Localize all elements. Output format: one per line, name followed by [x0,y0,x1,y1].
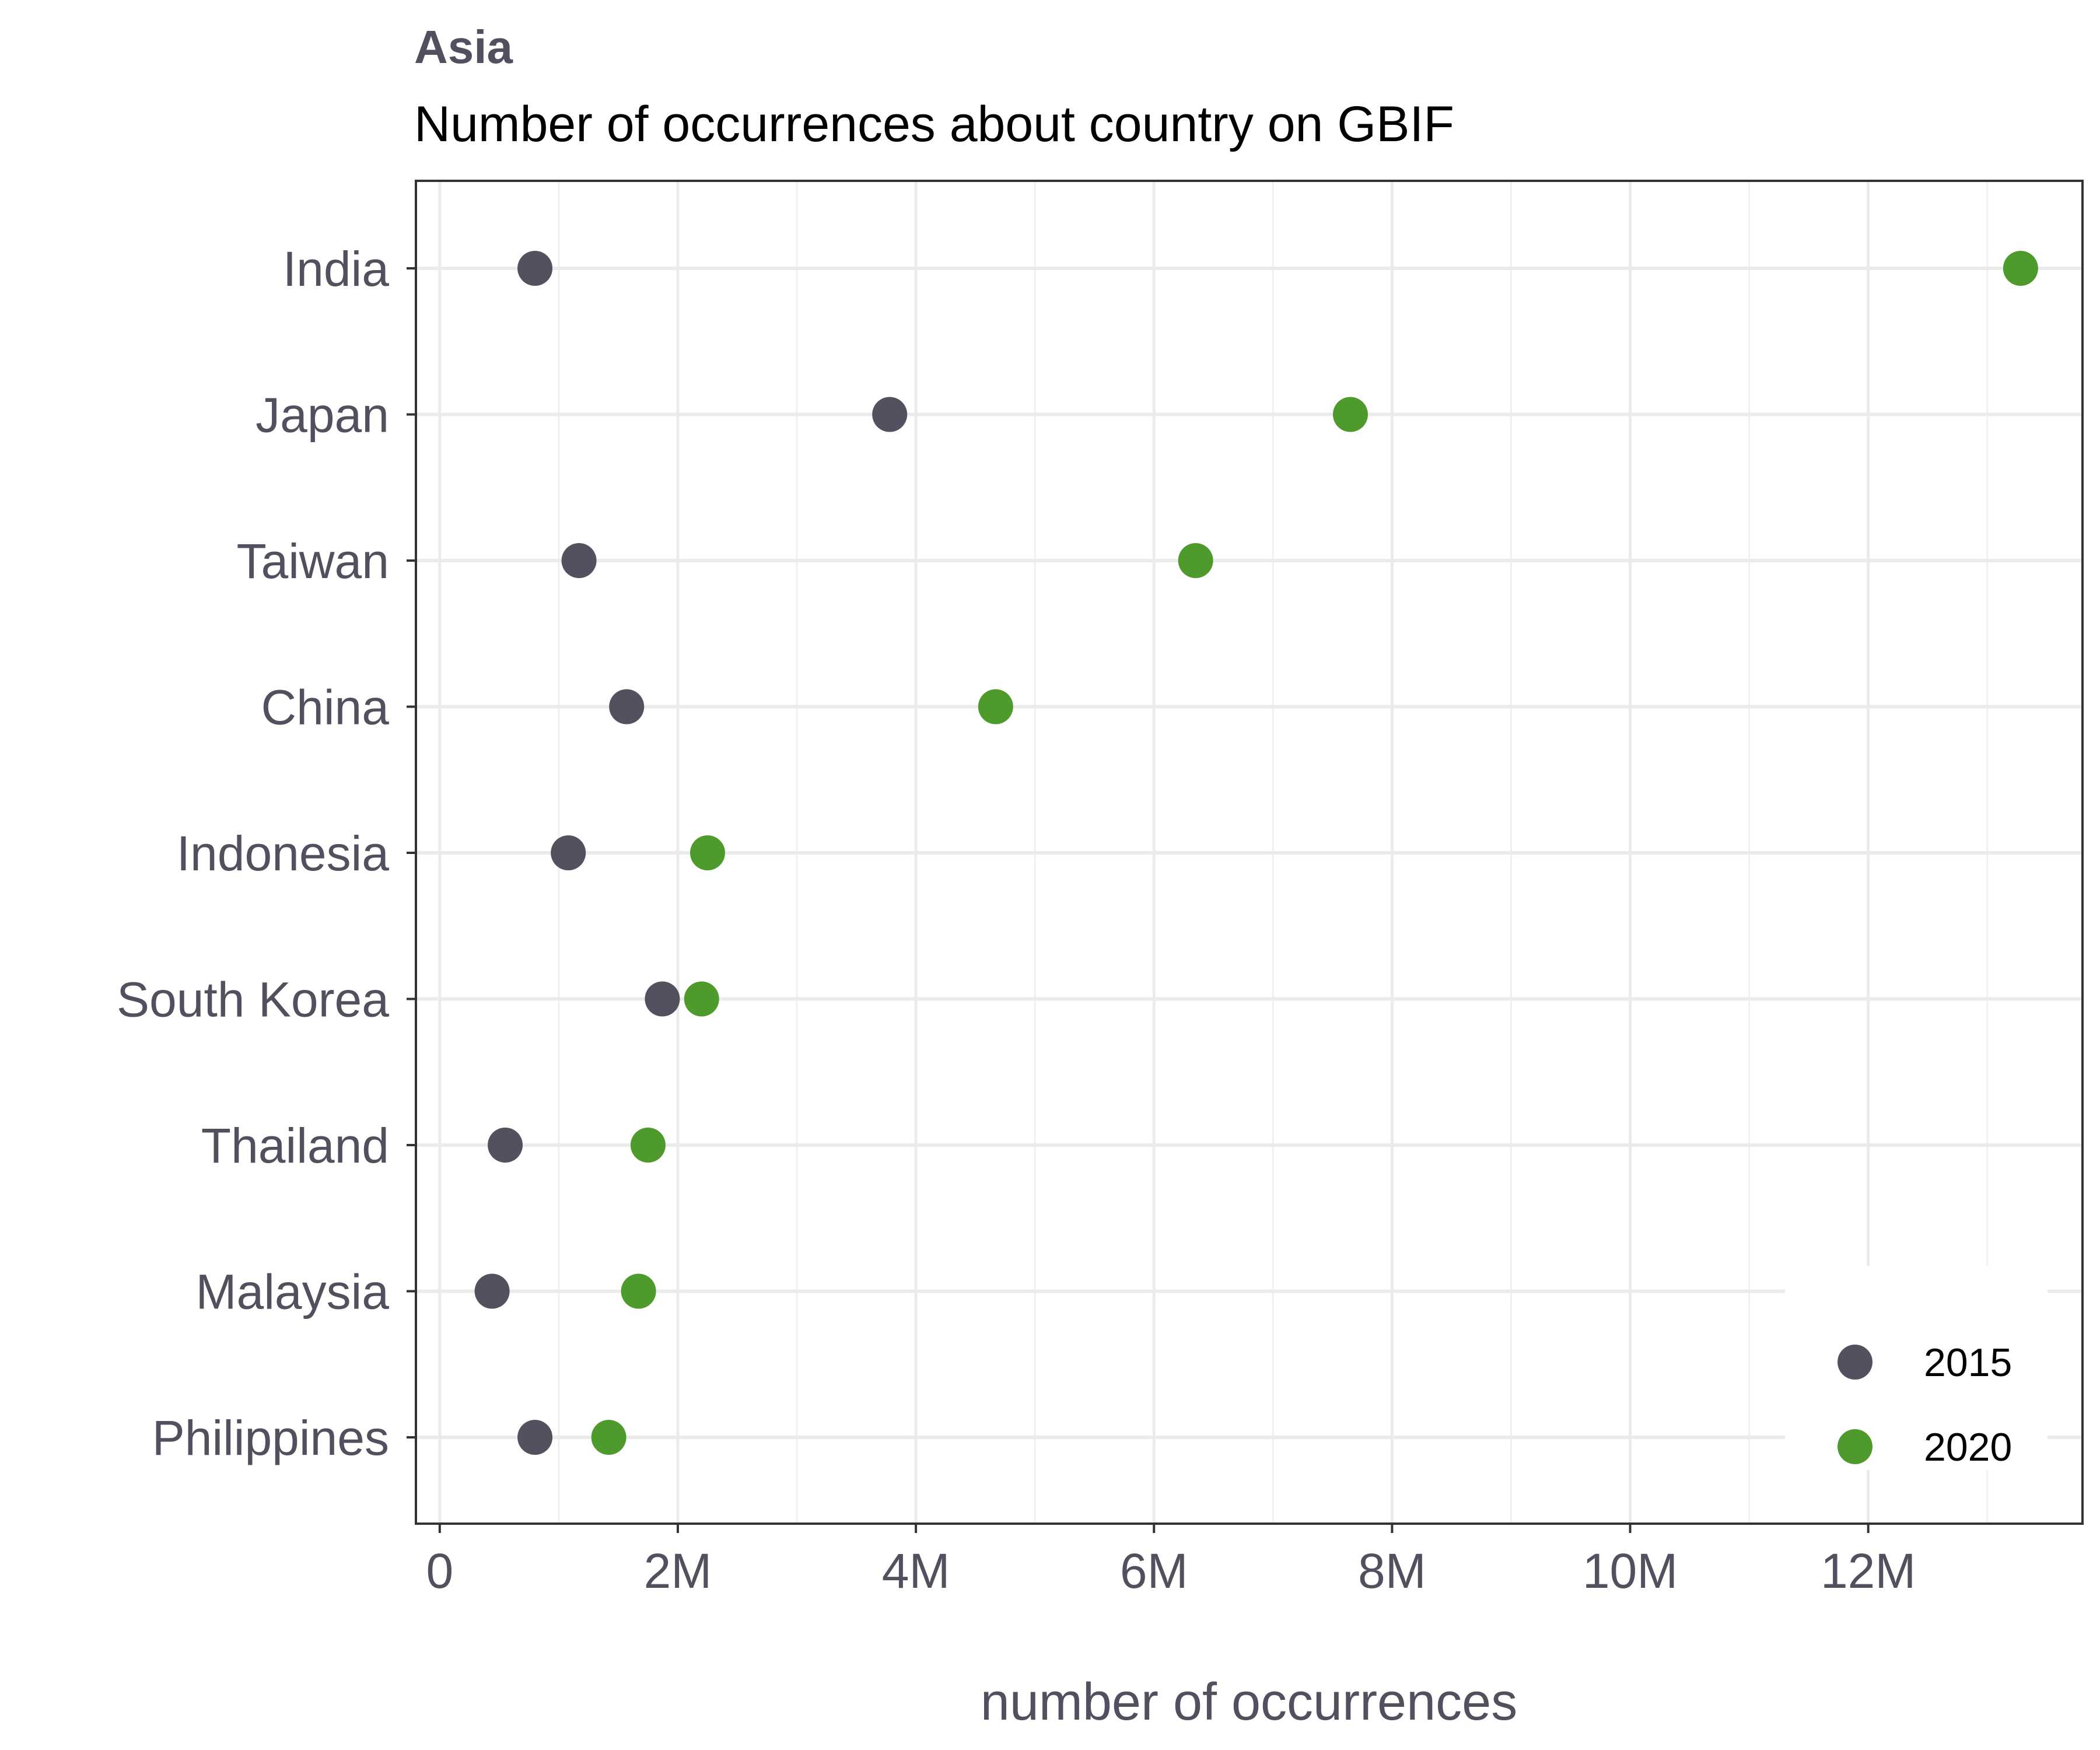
y-tick-label: India [283,242,389,296]
legend-key-2015 [1838,1345,1873,1380]
point-2015 [474,1273,510,1309]
y-tick-label: Philippines [152,1410,389,1465]
panel-border [415,180,2084,1525]
legend-background [1785,1266,2048,1470]
chart-title: Asia [414,21,513,73]
point-2020 [978,689,1013,724]
x-tick-label: 4M [882,1544,950,1598]
point-2015 [645,981,680,1017]
x-tick-label: 8M [1358,1544,1426,1598]
x-tick-label: 12M [1821,1544,1916,1598]
point-2015 [517,1420,553,1455]
y-axis: India Japan Taiwan China Indonesia South Kore… [117,242,416,1465]
point-2015 [609,689,645,724]
point-2020 [1178,543,1213,578]
x-tick-label: 6M [1120,1544,1188,1598]
data-points [474,251,2038,1455]
legend: 2015 2020 [1785,1266,2048,1470]
point-2020 [1332,397,1368,432]
y-tick-label: Thailand [201,1118,389,1173]
point-2015 [561,543,597,578]
y-tick-label: China [261,680,390,735]
point-2015 [872,397,908,432]
point-2020 [630,1128,666,1163]
point-2020 [684,981,719,1017]
legend-label: 2020 [1924,1425,2012,1469]
chart-subtitle: Number of occurrences about country on G… [414,96,1454,152]
point-2020 [2003,251,2038,286]
point-2015 [517,251,553,286]
legend-key-2020 [1838,1429,1873,1464]
y-tick-label: Indonesia [177,826,390,881]
point-2020 [621,1273,656,1309]
point-2020 [690,835,725,870]
y-tick-label: Malaysia [196,1265,390,1320]
legend-label: 2015 [1924,1340,2012,1385]
y-tick-label: Japan [256,388,389,443]
x-axis-label: number of occurrences [981,1673,1517,1731]
x-tick-label: 10M [1583,1544,1678,1598]
point-2020 [591,1420,626,1455]
point-2015 [551,835,586,870]
y-tick-label: Taiwan [237,534,389,589]
x-tick-label: 2M [644,1544,712,1598]
point-2015 [488,1128,523,1163]
x-tick-label: 0 [426,1544,453,1598]
x-axis: 0 2M 4M 6M 8M 10M 12M [426,1524,1916,1598]
y-tick-label: South Korea [117,972,389,1027]
